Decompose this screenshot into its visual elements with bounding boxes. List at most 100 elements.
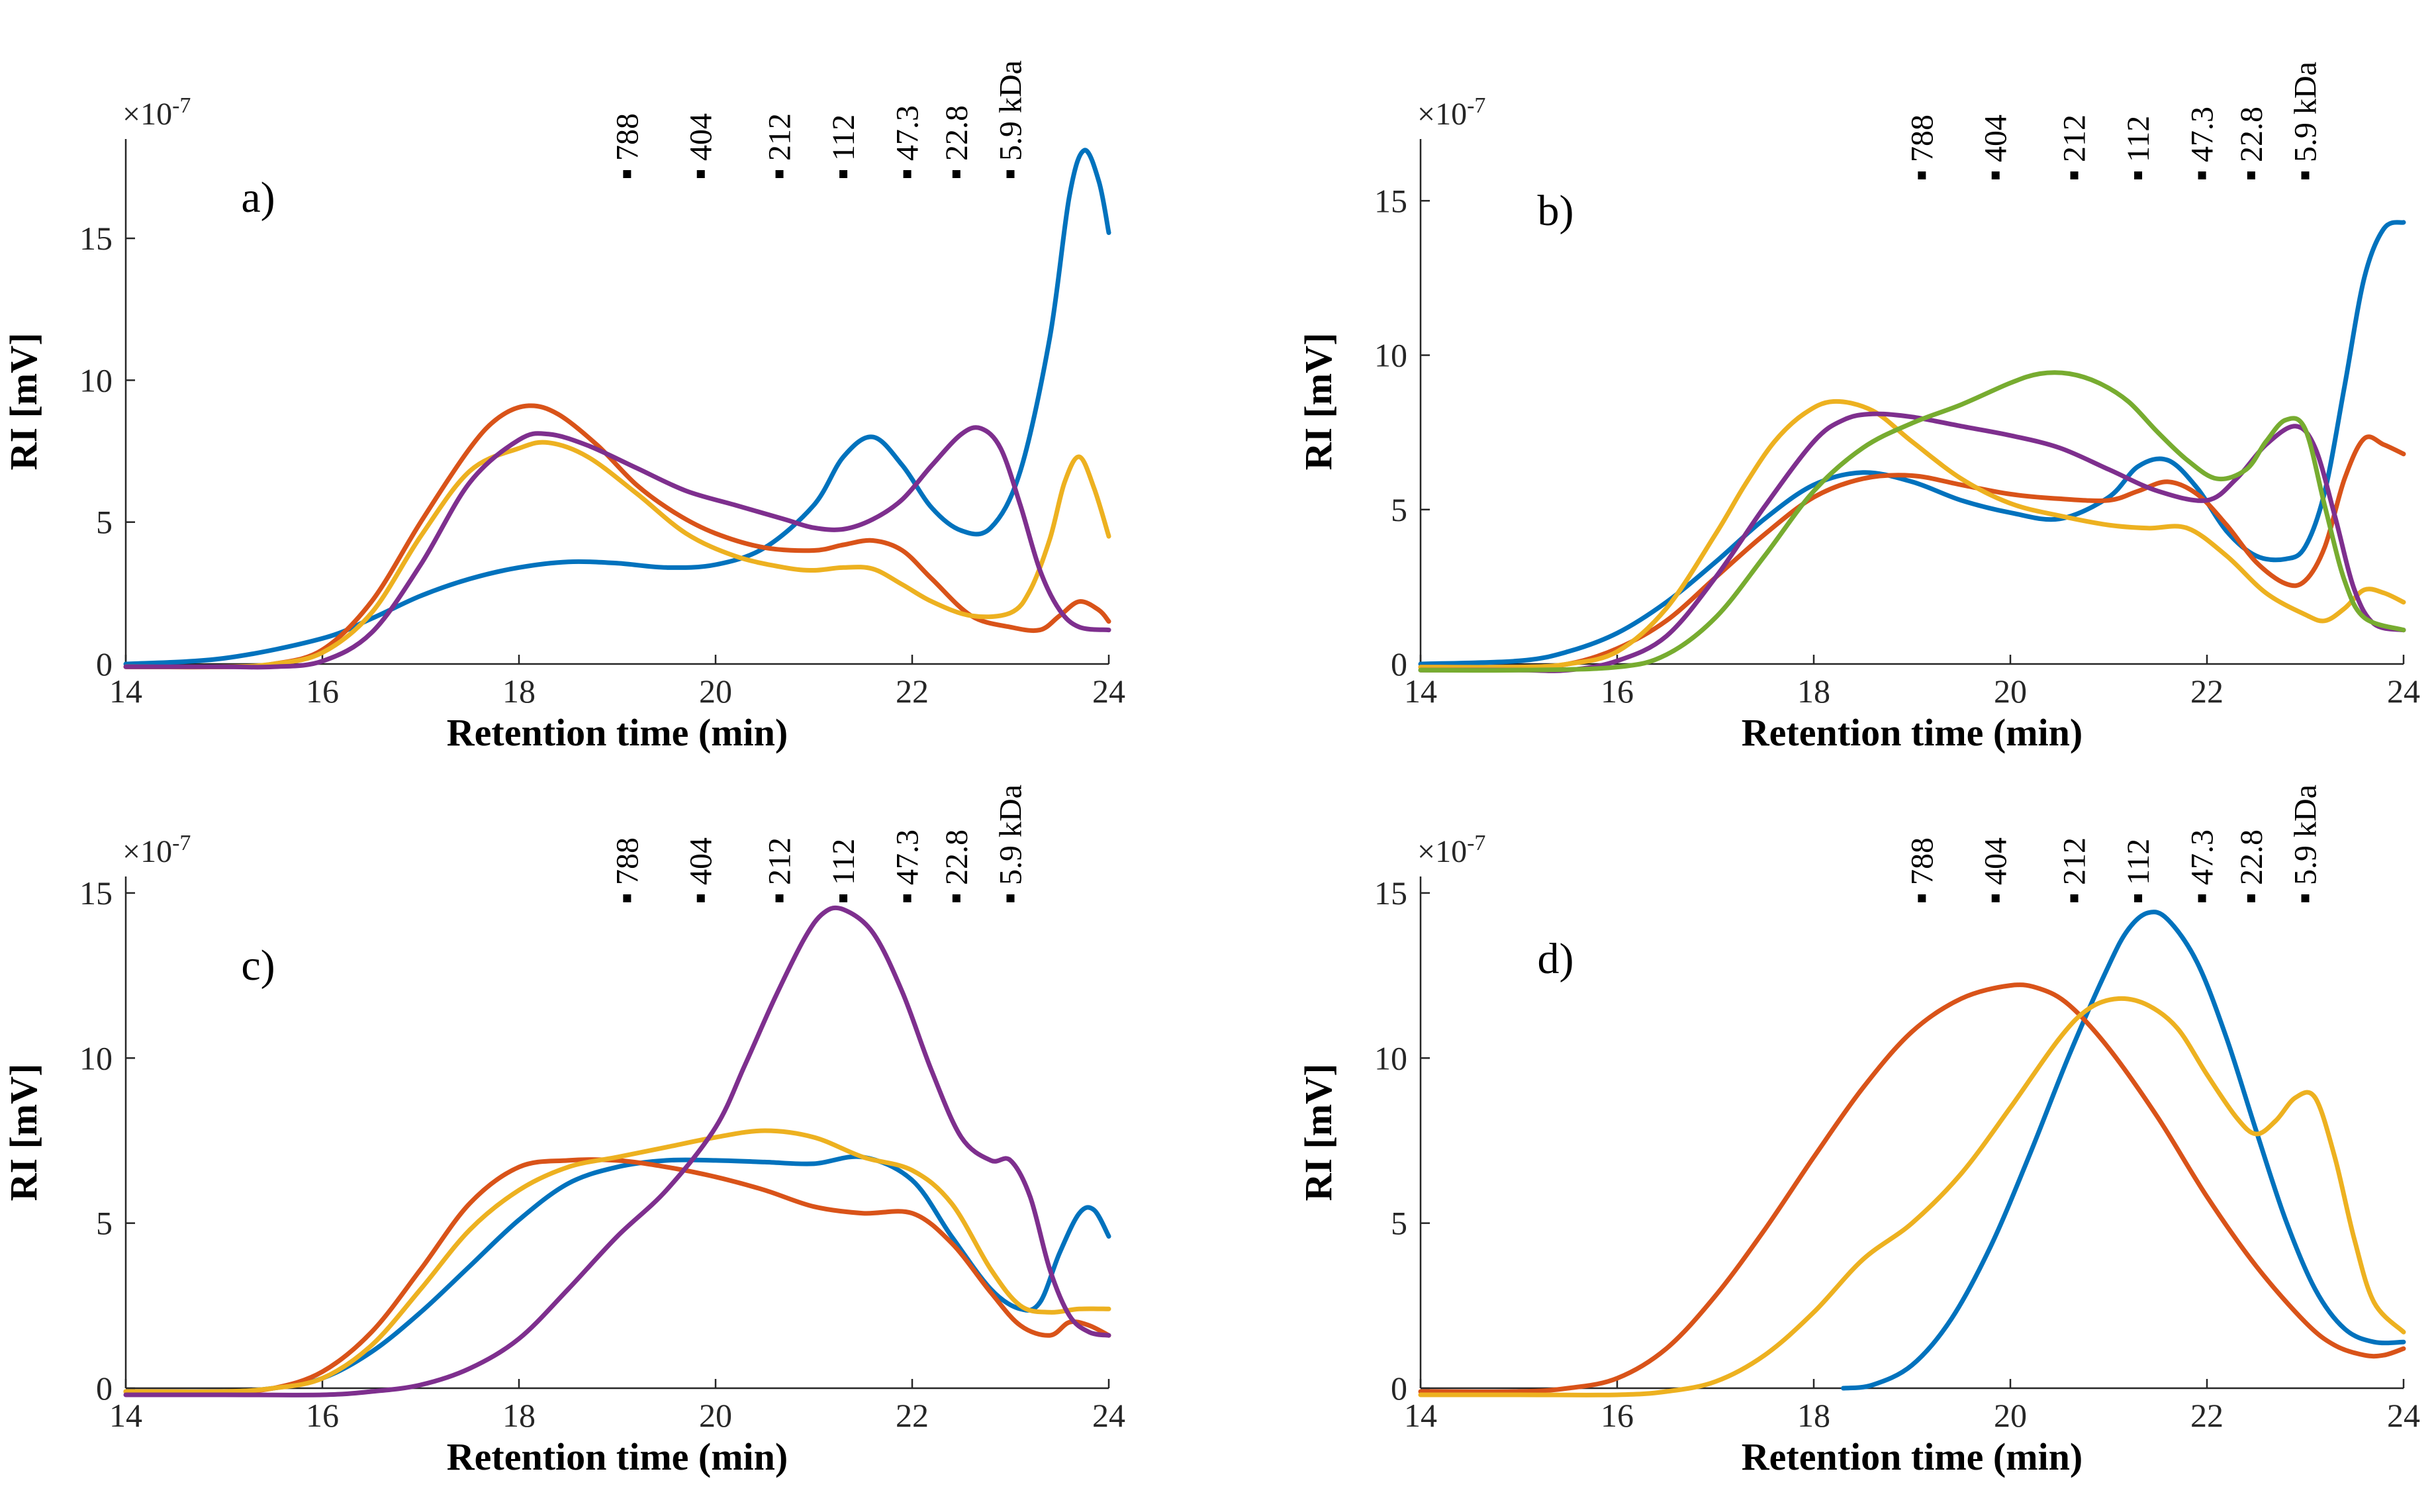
mw-marker-label: 22.8 xyxy=(939,105,974,161)
y-tick-label: 10 xyxy=(79,1039,113,1076)
mw-marker-square xyxy=(1991,171,2000,179)
panel-label: d) xyxy=(1538,935,1574,983)
y-exponent-label: ×10-7 xyxy=(122,831,191,869)
panel-label: b) xyxy=(1538,187,1574,235)
mw-marker: 212 xyxy=(763,837,798,902)
mw-marker-label: 788 xyxy=(610,113,645,161)
x-tick-label: 18 xyxy=(502,1397,536,1434)
mw-marker: 788 xyxy=(610,837,645,902)
y-axis-label: RI [mV] xyxy=(2,1064,45,1202)
mw-marker: 112 xyxy=(2121,116,2156,179)
x-tick-label: 24 xyxy=(1092,1397,1125,1434)
mw-marker: 5.9 kDa xyxy=(994,60,1029,178)
mw-marker-square xyxy=(623,894,632,902)
mw-marker-square xyxy=(696,170,705,178)
mw-marker: 212 xyxy=(763,113,798,178)
x-tick-label: 14 xyxy=(109,1397,142,1434)
chart-panel-d: 14 16 18 20 22 24 0 5 10 15 ×10-7 Retention time (m… xyxy=(1297,784,2420,1478)
series-line-red xyxy=(1418,982,2406,1394)
x-tick-label: 22 xyxy=(2190,673,2224,710)
series-line-yellow xyxy=(123,1128,1111,1394)
mw-marker-square xyxy=(2134,171,2143,179)
mw-marker: 404 xyxy=(1979,115,2014,179)
mw-marker-square xyxy=(2070,894,2079,902)
mw-marker: 22.8 xyxy=(939,105,974,178)
series-line-yellow xyxy=(123,440,1111,670)
x-tick-label: 24 xyxy=(2387,1397,2420,1434)
mw-marker-square xyxy=(2247,171,2255,179)
mw-marker: 212 xyxy=(2057,115,2092,179)
y-tick-label: 15 xyxy=(79,874,113,912)
mw-marker-label: 47.3 xyxy=(2185,829,2220,885)
y-tick-label: 15 xyxy=(1374,874,1407,912)
series-line-purple xyxy=(123,425,1111,670)
y-tick-label: 0 xyxy=(1391,1370,1407,1407)
mw-marker-label: 212 xyxy=(2057,837,2092,885)
mw-marker: 5.9 kDa xyxy=(2288,784,2323,902)
mw-marker-square xyxy=(775,894,784,902)
mw-marker: 5.9 kDa xyxy=(994,784,1029,902)
y-axis-label: RI [mV] xyxy=(2,333,45,471)
mw-marker-label: 788 xyxy=(1904,837,1940,885)
y-axis-label: RI [mV] xyxy=(1297,1064,1340,1202)
mw-marker-square xyxy=(1991,894,2000,902)
mw-marker-label: 788 xyxy=(1904,115,1940,162)
mw-marker: 404 xyxy=(684,837,719,902)
x-tick-label: 14 xyxy=(1404,1397,1437,1434)
mw-marker: 788 xyxy=(1904,837,1940,902)
mw-marker-square xyxy=(2301,894,2310,902)
y-tick-label: 15 xyxy=(1374,182,1407,219)
mw-marker-square xyxy=(2301,171,2310,179)
mw-marker-square xyxy=(1006,170,1015,178)
mw-marker: 112 xyxy=(826,115,861,178)
series-line-purple xyxy=(1418,411,2406,673)
series-line-red xyxy=(123,403,1111,670)
mw-marker: 47.3 xyxy=(2185,829,2220,902)
series-line-purple xyxy=(123,905,1111,1397)
x-axis-label: Retention time (min) xyxy=(447,711,788,754)
mw-marker-label: 47.3 xyxy=(890,829,925,885)
mw-marker-label: 5.9 kDa xyxy=(994,60,1029,161)
y-tick-label: 10 xyxy=(1374,1039,1407,1076)
series-line-blue xyxy=(123,148,1111,667)
x-tick-label: 18 xyxy=(1797,673,1830,710)
x-tick-label: 20 xyxy=(699,1397,732,1434)
x-tick-label: 24 xyxy=(2387,673,2420,710)
mw-marker: 47.3 xyxy=(890,829,925,902)
mw-marker-square xyxy=(903,170,912,178)
y-tick-label: 15 xyxy=(79,220,113,257)
x-tick-label: 24 xyxy=(1092,673,1125,710)
series-line-red xyxy=(1418,434,2406,670)
series-line-blue xyxy=(123,1154,1111,1394)
chart-panel-b: 14 16 18 20 22 24 0 5 10 15 ×10-7 Retention time (m… xyxy=(1297,62,2420,754)
mw-marker-square xyxy=(839,170,848,178)
series-line-green xyxy=(1418,370,2406,673)
x-tick-label: 20 xyxy=(699,673,732,710)
mw-marker-label: 47.3 xyxy=(2185,107,2220,162)
mw-marker-square xyxy=(2198,894,2206,902)
y-tick-label: 0 xyxy=(96,1370,113,1407)
mw-marker: 112 xyxy=(2121,839,2156,902)
mw-marker: 22.8 xyxy=(939,829,974,902)
y-exponent-label: ×10-7 xyxy=(1417,93,1485,132)
mw-marker-square xyxy=(952,170,960,178)
x-tick-label: 18 xyxy=(502,673,536,710)
mw-marker: 212 xyxy=(2057,837,2092,902)
mw-marker-label: 788 xyxy=(610,837,645,885)
mw-marker-square xyxy=(2198,171,2206,179)
panel-label: c) xyxy=(241,941,275,990)
mw-marker: 788 xyxy=(1904,115,1940,179)
chart-panel-c: 14 16 18 20 22 24 0 5 10 15×10-7 Retention time (m… xyxy=(2,784,1125,1478)
x-tick-label: 20 xyxy=(1994,1397,2027,1434)
mw-marker-square xyxy=(1918,171,1926,179)
mw-marker-square xyxy=(1006,894,1015,902)
x-tick-label: 22 xyxy=(896,1397,929,1434)
mw-marker-label: 47.3 xyxy=(890,105,925,161)
mw-marker-label: 112 xyxy=(2121,839,2156,885)
mw-marker-square xyxy=(839,894,848,902)
mw-marker: 22.8 xyxy=(2234,829,2269,902)
mw-marker-square xyxy=(952,894,960,902)
y-tick-label: 0 xyxy=(96,645,113,683)
y-tick-label: 0 xyxy=(1391,645,1407,683)
